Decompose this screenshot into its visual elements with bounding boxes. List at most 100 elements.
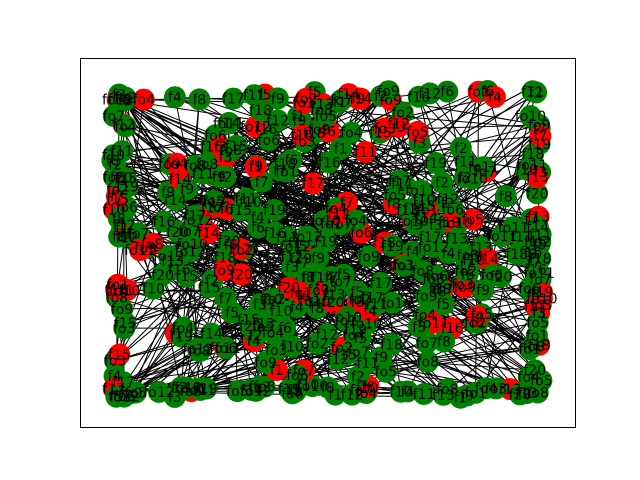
graph-node-label: fo9 — [377, 84, 399, 100]
graph-node-label: f16 — [318, 155, 341, 171]
graph-node-label: f4 — [363, 304, 377, 320]
graph-node-green — [323, 283, 346, 306]
graph-node-label: f12 — [327, 207, 350, 223]
graph-node-red — [453, 275, 476, 298]
graph-node-label: fo2 — [529, 235, 551, 251]
graph-node-label: f3 — [533, 165, 547, 181]
graph-node-label: f7 — [524, 212, 538, 228]
graph-node-label: fo8 — [106, 290, 128, 306]
graph-node-label: f4 — [308, 296, 322, 312]
graph-node-green — [219, 139, 242, 162]
graph-node-green — [246, 206, 269, 229]
graph-node-label: fo7 — [329, 275, 351, 291]
graph-node-label: f9 — [476, 283, 490, 299]
graph-node-label: f19 — [424, 156, 447, 172]
graph-node-green — [266, 87, 289, 110]
graph-node-label: f5 — [258, 88, 272, 104]
graph-node-label: f2 — [374, 89, 388, 105]
graph-node-label: f8 — [321, 381, 335, 397]
graph-node-green — [263, 288, 286, 310]
graph-node-label: f16 — [441, 321, 464, 337]
graph-node-label: fo1 — [526, 328, 548, 344]
graph-node-label: fo10 — [515, 109, 546, 125]
graph-node-red — [230, 263, 253, 286]
graph-node-label: fo2 — [391, 106, 413, 122]
graph-node-label: fo12 — [182, 342, 213, 358]
graph-node-label: f12 — [418, 86, 441, 102]
graph-node-label: f13 — [515, 386, 538, 402]
graph-node-label: f2 — [529, 85, 543, 101]
graph-node-green — [449, 136, 472, 159]
graph-node-red — [406, 120, 429, 143]
graph-node-label: fo8 — [522, 339, 544, 355]
graph-node-label: fo5 — [315, 109, 337, 125]
graph-node-label: fo11 — [523, 266, 554, 282]
graph-node-green — [526, 182, 549, 205]
graph-node-label: f6 — [461, 268, 475, 284]
graph-node-label: f19 — [531, 285, 554, 301]
graph-node-label: f6 — [471, 316, 485, 332]
graph-node-label: fo7 — [103, 109, 125, 125]
graph-node-green — [314, 105, 337, 127]
graph-node-label: f10 — [515, 163, 538, 179]
graph-node-label: fo3 — [451, 278, 473, 294]
graph-node-label: fo7 — [474, 165, 496, 181]
graph-node-green — [521, 80, 544, 103]
graph-node-label: fo10 — [331, 310, 362, 326]
graph-node-green — [432, 293, 455, 316]
graph-node-label: f12 — [266, 113, 289, 129]
graph-node-label: f3 — [112, 88, 126, 104]
graph-node-red — [524, 295, 547, 317]
graph-node-label: f10 — [239, 195, 262, 211]
graph-node-label: f3 — [168, 390, 182, 406]
graph-node-label: f9 — [311, 251, 325, 267]
graph-node-label: f1 — [120, 283, 134, 299]
graph-node-label: f17 — [302, 176, 325, 192]
graph-node-green — [381, 291, 404, 314]
graph-node-label: f6 — [192, 382, 206, 398]
graph-node-label: f13 — [499, 382, 522, 398]
graph-node-red — [327, 202, 350, 225]
graph-node-label: fo4 — [518, 370, 540, 386]
graph-node-red — [291, 124, 313, 146]
graph-node-label: f17 — [201, 201, 224, 217]
graph-node-label: f11 — [413, 387, 436, 403]
graph-node-label: f1 — [115, 221, 129, 237]
graph-node-label: fo11 — [213, 116, 244, 132]
graph-node-label: fo7 — [178, 224, 200, 240]
graph-node-label: f13 — [252, 317, 275, 333]
graph-node-label: f15 — [369, 125, 392, 141]
graph-node-label: fo1 — [393, 259, 415, 275]
graph-node-green — [178, 219, 201, 242]
graph-node-label: fo8 — [196, 157, 218, 173]
graph-node-label: f9 — [249, 159, 263, 175]
graph-node-green — [472, 156, 495, 179]
graph-node-label: fo8 — [526, 386, 548, 402]
graph-node-label: fo3 — [392, 258, 414, 274]
graph-node-red — [129, 239, 151, 262]
graph-node-label: f2 — [351, 370, 365, 386]
graph-node-red — [212, 258, 235, 281]
graph-node-label: f4 — [442, 246, 456, 262]
graph-node-label: fo6 — [115, 200, 137, 216]
graph-node-label: fo5 — [180, 384, 202, 400]
graph-node-green — [518, 338, 541, 361]
graph-node-label: f18 — [274, 157, 297, 173]
graph-node-label: f5 — [533, 238, 547, 254]
graph-node-green — [249, 99, 272, 122]
graph-node-label: f18 — [214, 250, 237, 266]
graph-node-label: fo5 — [375, 365, 397, 381]
graph-node-label: f15 — [334, 348, 357, 364]
graph-node-label: f6 — [481, 84, 495, 100]
graph-node-green — [157, 244, 180, 267]
graph-node-label: fo6 — [350, 226, 372, 242]
graph-edge — [123, 124, 422, 191]
graph-node-label: fo6 — [113, 389, 135, 405]
graph-node-label: f19 — [344, 323, 367, 339]
graph-node-label: f15 — [114, 316, 137, 332]
graph-node-green — [356, 351, 379, 374]
graph-node-label: f14 — [164, 193, 187, 209]
graph-node-label: f11 — [243, 88, 266, 104]
graph-node-label: fo7 — [293, 364, 315, 380]
graph-node-label: fo2 — [231, 243, 253, 259]
